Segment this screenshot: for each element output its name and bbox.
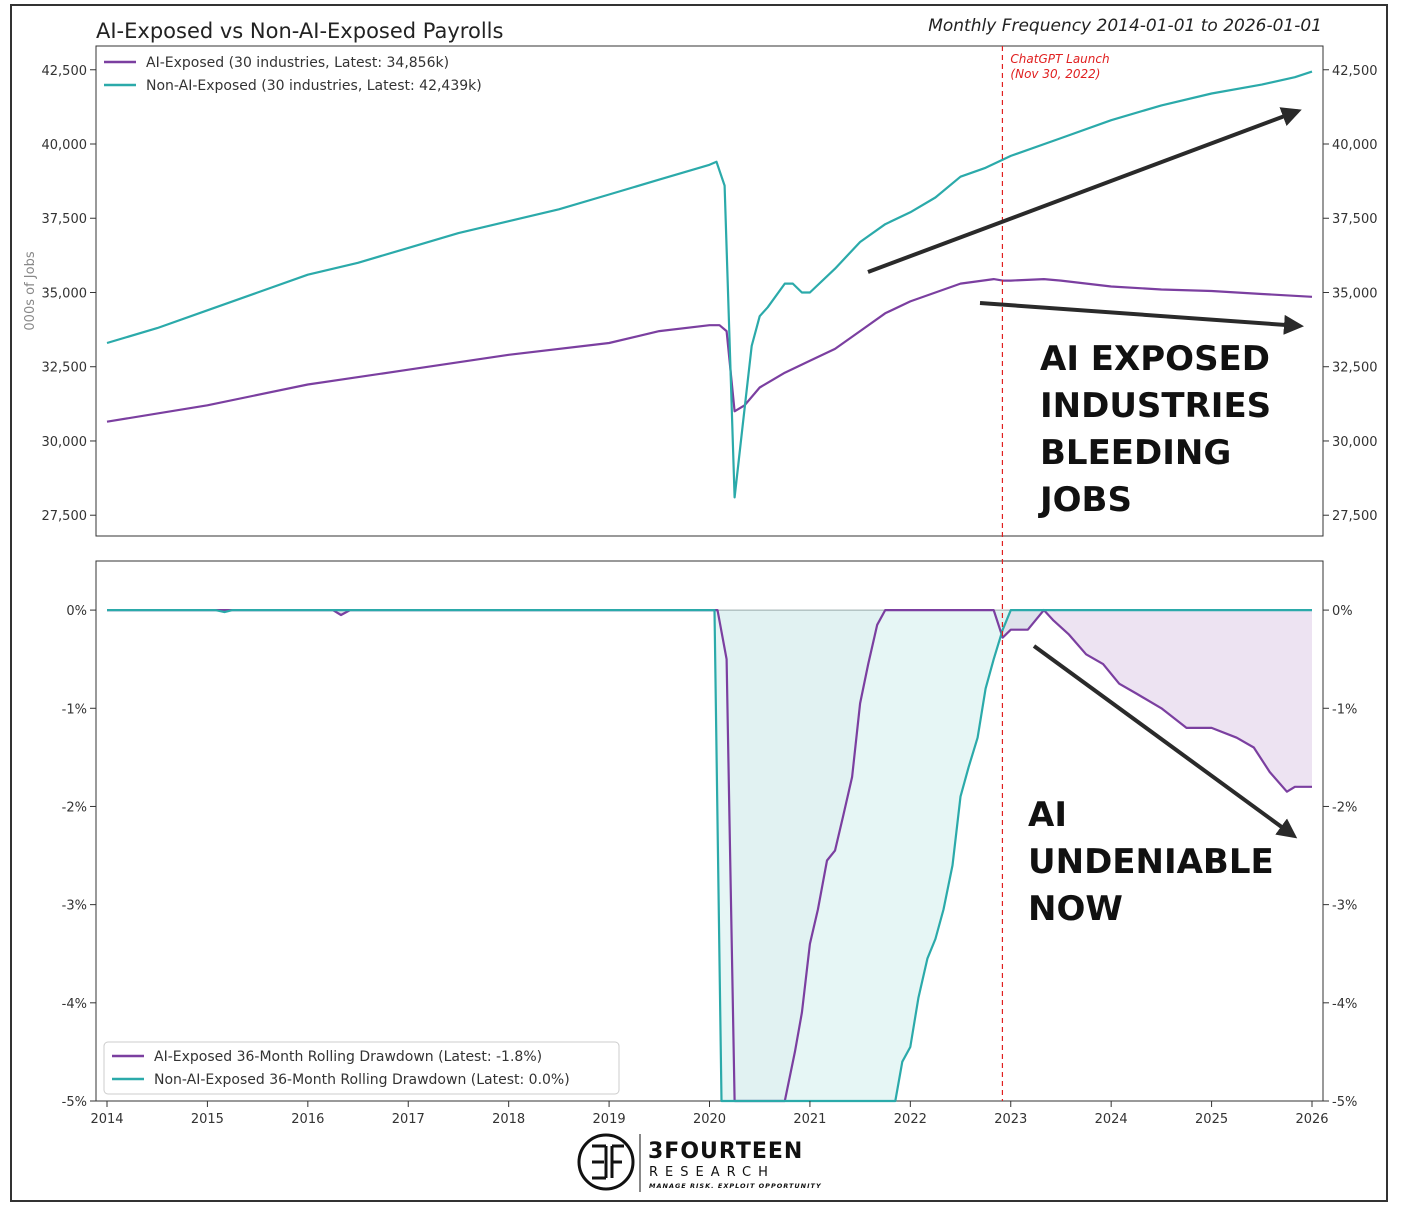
logo-sub: RESEARCH: [649, 1165, 775, 1180]
top-ytick-label-left: 32,500: [42, 361, 88, 376]
callout-top: AI EXPOSED INDUSTRIES BLEEDING JOBS: [1038, 339, 1271, 520]
top-panel-frame: [95, 45, 1324, 537]
callout-top-line4: JOBS: [1038, 480, 1132, 520]
callout-bottom: AI UNDENIABLE NOW: [1028, 795, 1274, 929]
chatgpt-label-line1: ChatGPT Launch: [1010, 52, 1109, 66]
chatgpt-label-line2: (Nov 30, 2022): [1010, 67, 1100, 81]
logo-circle-icon: [577, 1133, 635, 1191]
bottom-ytick-label-left: 0%: [66, 604, 87, 619]
xtick-label: 2019: [593, 1112, 626, 1127]
bottom-ytick-label-left: -3%: [62, 899, 87, 914]
xtick-label: 2017: [392, 1112, 425, 1127]
brand-logo: 3FOURTEEN RESEARCH MANAGE RISK. EXPLOIT …: [577, 1133, 822, 1192]
callout-bottom-line3: NOW: [1028, 889, 1123, 929]
xtick-label: 2015: [191, 1112, 224, 1127]
bottom-ytick-label-right: 0%: [1332, 604, 1353, 619]
callout-top-line2: INDUSTRIES: [1040, 386, 1271, 426]
legend-ai-dd-label: AI-Exposed 36-Month Rolling Drawdown (La…: [154, 1049, 542, 1065]
bottom-legend: AI-Exposed 36-Month Rolling Drawdown (La…: [103, 1041, 620, 1095]
top-ytick-label-left: 35,000: [42, 286, 88, 301]
ai-payroll-line: [106, 278, 1313, 423]
top-ytick-label-left: 27,500: [42, 509, 88, 524]
logo-tagline: MANAGE RISK. EXPLOIT OPPORTUNITY: [649, 1182, 822, 1190]
callout-top-line3: BLEEDING: [1040, 433, 1231, 473]
xtick-label: 2023: [994, 1112, 1027, 1127]
bottom-y-ticks: 0% 0% -1% -1% -2% -2% -3% -3% -4% -4% -5% -5%: [62, 604, 1358, 1110]
top-ytick-label-right: 32,500: [1332, 361, 1378, 376]
xtick-label: 2021: [793, 1112, 826, 1127]
top-series: [106, 70, 1313, 499]
chart-subtitle: Monthly Frequency 2014-01-01 to 2026-01-…: [928, 16, 1322, 36]
bottom-ytick-label-left: -2%: [62, 800, 87, 815]
bottom-ytick-label-right: -4%: [1332, 997, 1357, 1012]
bottom-ytick-label-right: -5%: [1332, 1095, 1357, 1110]
logo-3f-icon: [592, 1144, 624, 1180]
y-axis-label: 000s of Jobs: [23, 251, 38, 330]
legend-nonai-dd-label: Non-AI-Exposed 36-Month Rolling Drawdown…: [154, 1072, 570, 1088]
drawdown-fills: [107, 610, 1312, 1101]
nonai-drawdown-line: [107, 608, 1312, 1103]
up-arrow: [867, 107, 1302, 274]
callout-top-line1: AI EXPOSED: [1040, 339, 1270, 379]
bottom-ytick-label-right: -2%: [1332, 800, 1357, 815]
nonai-payroll-line: [106, 70, 1313, 499]
bottom-ytick-label-right: -3%: [1332, 899, 1357, 914]
xtick-label: 2014: [90, 1112, 123, 1127]
top-ytick-label-right: 42,500: [1332, 64, 1378, 79]
chart-frame: AI-Exposed vs Non-AI-Exposed Payrolls Mo…: [10, 4, 1388, 1202]
top-ytick-label-left: 37,500: [42, 212, 88, 227]
bottom-ytick-label-left: -1%: [62, 702, 87, 717]
top-ytick-label-left: 30,000: [42, 435, 88, 450]
top-ytick-label-right: 40,000: [1332, 138, 1378, 153]
top-legend: AI-Exposed (30 industries, Latest: 34,85…: [104, 55, 482, 94]
top-ytick-label-right: 27,500: [1332, 509, 1378, 524]
top-ytick-label-left: 40,000: [42, 138, 88, 153]
legend-ai-label: AI-Exposed (30 industries, Latest: 34,85…: [146, 55, 449, 71]
bottom-ytick-label-left: -5%: [62, 1095, 87, 1110]
bottom-ytick-label-left: -4%: [62, 997, 87, 1012]
xtick-label: 2016: [291, 1112, 324, 1127]
top-ytick-label-left: 42,500: [42, 64, 88, 79]
callout-bottom-line1: AI: [1028, 795, 1067, 835]
chart-title: AI-Exposed vs Non-AI-Exposed Payrolls: [96, 19, 503, 43]
xtick-label: 2024: [1095, 1112, 1128, 1127]
top-ytick-label-right: 35,000: [1332, 286, 1378, 301]
callout-bottom-line2: UNDENIABLE: [1028, 842, 1274, 882]
xtick-label: 2025: [1195, 1112, 1228, 1127]
logo-name: 3FOURTEEN: [648, 1139, 803, 1164]
top-y-ticks: 27,500 27,500 30,000 30,000 32,500 32,500 35,0…: [42, 64, 1378, 524]
bottom-legend-box: [103, 1041, 620, 1095]
down-arrow-top: [979, 301, 1304, 335]
xtick-label: 2026: [1295, 1112, 1328, 1127]
xtick-label: 2020: [693, 1112, 726, 1127]
bottom-series: [107, 608, 1312, 1103]
down-arrow-bottom: [1032, 644, 1298, 839]
chart-canvas: AI-Exposed vs Non-AI-Exposed Payrolls Mo…: [23, 16, 1378, 1192]
xtick-label: 2022: [894, 1112, 927, 1127]
top-ytick-label-right: 30,000: [1332, 435, 1378, 450]
x-ticks: 2014 2015 2016 2017 2018 2019 2020 2021 2022 2023…: [90, 1101, 1329, 1127]
top-ytick-label-right: 37,500: [1332, 212, 1378, 227]
ai-recent-drawdown-fill: [1043, 610, 1312, 792]
ai-drawdown-line: [107, 608, 1312, 1103]
xtick-label: 2018: [492, 1112, 525, 1127]
legend-nonai-label: Non-AI-Exposed (30 industries, Latest: 4…: [146, 78, 482, 94]
bottom-ytick-label-right: -1%: [1332, 702, 1357, 717]
